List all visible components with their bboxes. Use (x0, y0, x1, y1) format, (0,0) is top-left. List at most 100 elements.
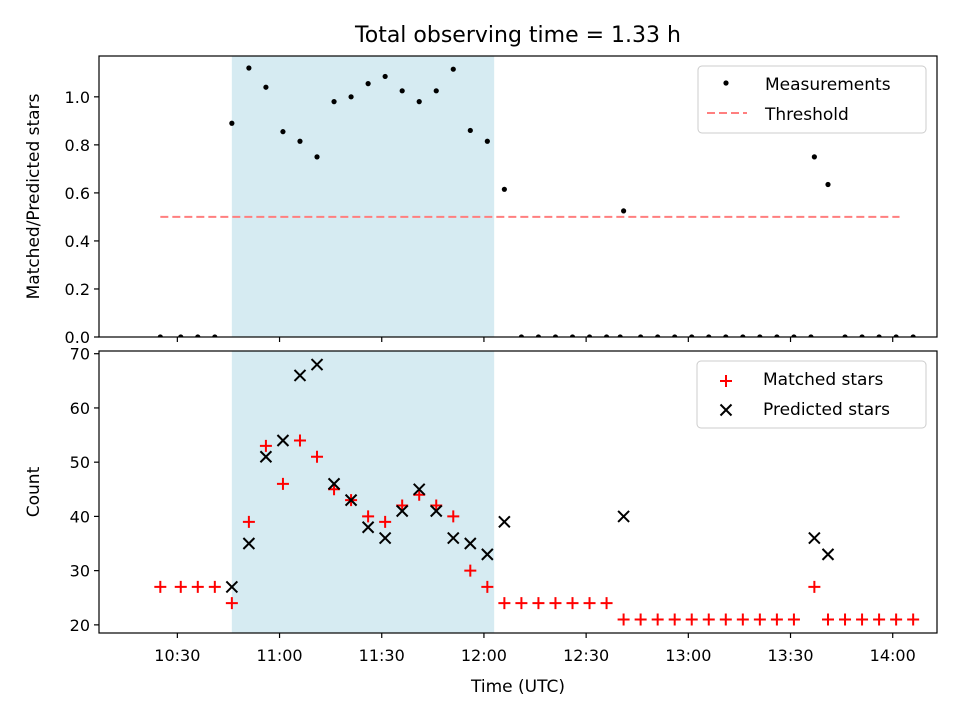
matched-star-point (890, 613, 903, 626)
matched-star-point (276, 477, 289, 490)
measurement-point (893, 334, 899, 337)
measurement-point (791, 334, 797, 337)
ratio-panel: 0.0 0.2 0.4 0.6 0.8 1.0 Matched/Predicted star… (24, 55, 938, 347)
matched-star-point (259, 439, 272, 452)
predicted-star-point (447, 531, 460, 545)
y-tick-label: 0.2 (65, 280, 90, 299)
matched-star-point (651, 613, 664, 626)
matched-star-point (154, 580, 167, 593)
x-tick-label: 13:30 (767, 646, 813, 665)
y-tick-label: 0.4 (65, 232, 90, 251)
matched-star-point (736, 613, 749, 626)
plot-area (154, 351, 920, 633)
predicted-star-point (225, 580, 239, 594)
measurement-point (876, 334, 882, 337)
measurement-point (586, 334, 593, 337)
measurement-point (433, 88, 439, 94)
matched-star-point (856, 613, 869, 626)
predicted-star-point (498, 515, 511, 529)
measurement-point (518, 334, 525, 337)
legend-measurements-label: Measurements (765, 75, 891, 95)
measurement-point (638, 334, 644, 337)
observing-window-shade (231, 351, 495, 633)
legend-matched-label: Matched stars (763, 370, 883, 390)
matched-star-point (225, 597, 238, 610)
measurement-point (811, 154, 817, 160)
measurement-point (195, 334, 201, 337)
matched-star-point (583, 597, 596, 610)
count-panel: 20 30 40 50 60 70 Count 10:30 11:00 11:30 12:00 12:… (24, 345, 938, 697)
x-tick-label: 14:00 (870, 646, 916, 665)
measurement-point (808, 334, 814, 337)
matched-star-point (413, 488, 426, 501)
predicted-star-point (464, 537, 477, 550)
measurement-point (757, 334, 763, 337)
matched-star-point (311, 450, 324, 463)
legend: Matched stars Predicted stars (696, 360, 927, 429)
measurement-point (331, 99, 337, 105)
legend-predicted-label: Predicted stars (763, 400, 890, 420)
matched-star-point (242, 515, 255, 528)
matched-star-point (787, 613, 800, 626)
measurement-point (552, 334, 559, 337)
legend: Measurements Threshold (697, 65, 927, 134)
matched-star-point (719, 613, 732, 626)
y-tick-label: 40 (70, 507, 90, 526)
matched-star-point (839, 613, 852, 626)
matched-star-point (617, 613, 630, 626)
predicted-star-point (821, 548, 835, 561)
matched-star-point (566, 597, 579, 610)
matched-star-point (498, 597, 511, 610)
predicted-star-point (413, 483, 426, 496)
measurement-point (416, 99, 422, 105)
y-tick-label: 20 (70, 616, 90, 635)
predicted-star-point (481, 548, 494, 561)
matched-star-point (600, 597, 613, 610)
predicted-star-point (327, 477, 341, 491)
matched-star-point (208, 580, 221, 593)
y-tick-label: 0.6 (65, 184, 90, 203)
legend-box (697, 65, 927, 134)
measurement-point (774, 334, 780, 337)
measurement-point (501, 186, 507, 192)
matched-star-point (907, 613, 920, 626)
matched-star-point (191, 580, 204, 593)
measurement-point (157, 334, 163, 337)
matched-star-point (532, 597, 545, 610)
predicted-star-point (242, 537, 256, 550)
matched-star-point (447, 510, 460, 523)
y-tick-label: 60 (70, 399, 90, 418)
measurement-point (297, 138, 303, 144)
measurement-point (621, 208, 627, 214)
measurement-point (263, 84, 269, 90)
measurement-point (348, 94, 354, 100)
x-tick-label: 11:00 (256, 646, 302, 665)
x-tick-label: 12:30 (563, 646, 609, 665)
matched-star-point (770, 613, 783, 626)
y-tick-label: 0.0 (65, 328, 90, 347)
matched-star-point (430, 499, 443, 512)
legend-predicted-marker (719, 403, 733, 417)
matched-star-point (634, 613, 647, 626)
measurement-point (689, 334, 695, 337)
y-tick-label: 70 (70, 345, 90, 364)
measurement-point (655, 334, 661, 337)
measurement-point (672, 334, 678, 337)
measurement-point (706, 334, 712, 337)
predicted-star-point (617, 510, 630, 523)
predicted-star-point (310, 358, 324, 371)
matched-star-point (808, 580, 821, 593)
legend-box (696, 360, 927, 429)
predicted-star-point (378, 531, 392, 545)
y-axis-label: Matched/Predicted stars (24, 93, 44, 299)
x-tick-label: 10:30 (154, 646, 200, 665)
predicted-star-point (395, 504, 409, 518)
predicted-star-point (276, 434, 290, 447)
measurement-point (314, 154, 320, 160)
matched-star-point (873, 613, 886, 626)
matched-star-point (328, 483, 341, 496)
measurement-point (229, 120, 235, 126)
matched-star-point (464, 564, 477, 577)
measurement-point (617, 334, 623, 337)
